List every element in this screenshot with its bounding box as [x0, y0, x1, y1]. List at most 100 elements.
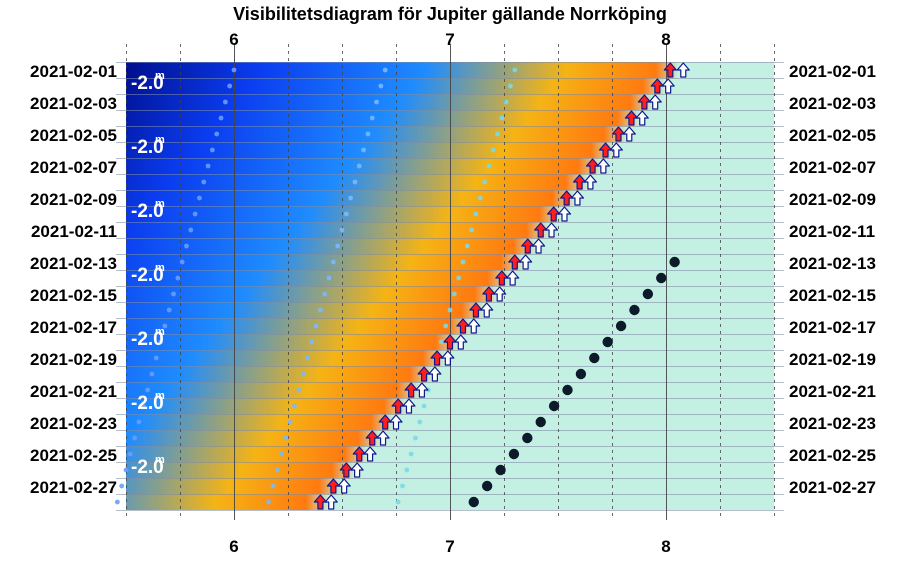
altitude-dot [495, 131, 500, 137]
date-label-left: 2021-02-23 [30, 414, 117, 433]
altitude-dot [136, 419, 142, 425]
altitude-dot [296, 387, 302, 393]
magnitude-unit: m [155, 390, 165, 402]
jupiter-dot [562, 384, 573, 396]
altitude-dot [318, 307, 323, 313]
x-tick-label-top: 7 [445, 30, 454, 49]
date-label-left: 2021-02-11 [31, 222, 117, 241]
date-label-left: 2021-02-19 [30, 350, 117, 369]
chart-overlay: 6 6 7 7 8 8 2021-02-01 2021-02-01 2021-02-03 2021… [30, 30, 876, 556]
altitude-dot [210, 147, 215, 153]
magnitude-label: -2.0 [131, 265, 164, 286]
x-tick-label-bottom: 8 [661, 537, 670, 556]
altitude-dot [313, 323, 319, 329]
white-arrow [531, 238, 546, 254]
altitude-dot [512, 67, 518, 73]
jupiter-dot [615, 320, 627, 332]
altitude-dot [266, 499, 271, 505]
x-tick-label-bottom: 6 [229, 537, 238, 556]
altitude-dot [369, 115, 375, 121]
date-label-left: 2021-02-09 [30, 190, 117, 209]
jupiter-dot [508, 448, 520, 460]
magnitude-unit: m [155, 454, 165, 466]
jupiter-dot [495, 464, 506, 476]
altitude-dot [508, 83, 513, 89]
white-arrow [376, 430, 390, 446]
white-arrow [480, 302, 494, 318]
altitude-dot [400, 483, 405, 489]
jupiter-dot [642, 288, 654, 300]
altitude-dot [287, 419, 293, 425]
magnitude-unit: m [155, 326, 165, 338]
white-arrow [415, 382, 429, 398]
date-label-right: 2021-02-15 [789, 286, 876, 305]
white-arrow [583, 174, 597, 190]
altitude-dot [330, 259, 336, 265]
date-label-right: 2021-02-23 [789, 414, 876, 433]
altitude-dot [374, 99, 379, 105]
altitude-dot [149, 371, 155, 377]
altitude-dot [153, 355, 159, 361]
altitude-dot [270, 483, 276, 489]
altitude-dot [309, 339, 315, 345]
jupiter-dot [669, 256, 680, 268]
row-stripes [126, 62, 774, 510]
jupiter-dot [548, 400, 560, 412]
magnitude-unit: m [155, 198, 165, 210]
x-tick-label-bottom: 7 [445, 537, 454, 556]
plot-area [114, 44, 784, 520]
white-arrow [661, 78, 675, 94]
altitude-dot [305, 355, 310, 361]
jupiter-dot [629, 304, 640, 316]
altitude-dot [365, 131, 371, 137]
white-arrow [557, 206, 572, 222]
white-arrow [441, 350, 455, 366]
altitude-dot [231, 67, 237, 73]
white-arrow [363, 446, 377, 462]
date-label-left: 2021-02-01 [30, 62, 117, 81]
white-arrow [544, 222, 559, 238]
altitude-dot [348, 195, 354, 201]
magnitude-unit: m [155, 134, 165, 146]
altitude-dot [114, 499, 120, 505]
jupiter-dot [535, 416, 546, 428]
white-arrow [324, 494, 338, 510]
altitude-dot [145, 387, 151, 393]
altitude-dot [443, 323, 449, 329]
altitude-dot [279, 451, 284, 457]
date-label-right: 2021-02-25 [789, 446, 876, 465]
altitude-dot [123, 467, 129, 473]
altitude-dot [473, 211, 479, 217]
red-arrow [663, 62, 677, 78]
white-arrow [676, 62, 690, 78]
altitude-dot [378, 83, 384, 89]
altitude-dot [222, 99, 228, 105]
altitude-dot [227, 83, 233, 89]
date-label-right: 2021-02-09 [789, 190, 876, 209]
date-label-right: 2021-02-07 [789, 158, 876, 177]
altitude-dot [499, 115, 505, 121]
altitude-dot [162, 323, 168, 329]
altitude-dot [179, 259, 185, 265]
date-label-right: 2021-02-21 [789, 382, 876, 401]
altitude-dot [322, 291, 328, 297]
x-tick-label-top: 6 [229, 30, 238, 49]
altitude-dot [158, 339, 163, 345]
altitude-dot [417, 419, 423, 425]
altitude-dot [205, 163, 211, 169]
date-label-right: 2021-02-05 [789, 126, 876, 145]
jupiter-dot [602, 336, 613, 348]
date-label-left: 2021-02-15 [30, 286, 117, 305]
magnitude-label: -2.0 [131, 329, 164, 350]
white-arrow [570, 190, 585, 206]
altitude-dot [456, 275, 462, 281]
altitude-dot [438, 339, 444, 345]
white-arrow [596, 158, 610, 174]
altitude-dot [464, 243, 470, 249]
date-label-left: 2021-02-25 [30, 446, 117, 465]
date-label-left: 2021-02-21 [30, 382, 117, 401]
altitude-dot [490, 147, 496, 153]
jupiter-dot [589, 352, 600, 364]
altitude-dot [132, 435, 138, 441]
